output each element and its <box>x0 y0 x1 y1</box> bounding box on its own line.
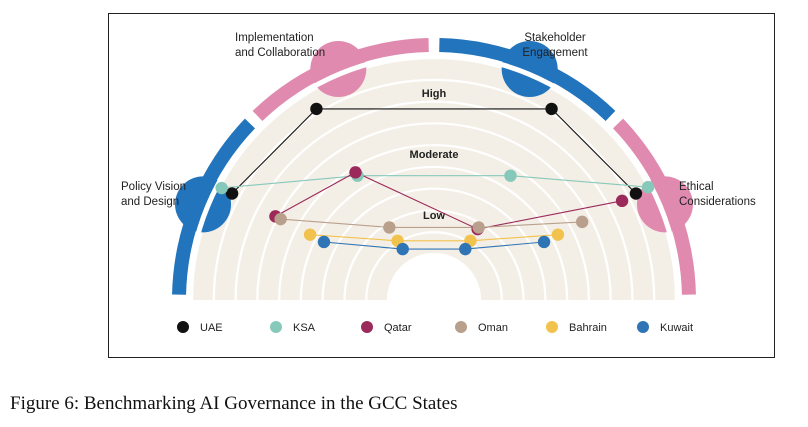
point-kuwait-axis-1 <box>317 235 331 249</box>
point-oman-axis-4 <box>575 215 589 229</box>
axis-label-4: Ethical Considerations <box>679 181 756 208</box>
point-kuwait-axis-3 <box>459 242 472 256</box>
series-line-kuwait <box>323 241 545 250</box>
point-uae-axis-4 <box>629 187 643 200</box>
point-uae-axis-3 <box>545 102 558 116</box>
point-ksa-axis-4 <box>641 180 655 194</box>
level-label-moderate: Moderate <box>410 149 459 161</box>
legend-label-oman: Oman <box>478 322 508 334</box>
level-label-high: High <box>422 88 447 100</box>
grid-ring <box>234 100 634 301</box>
legend-marker-uae <box>177 321 189 333</box>
point-bahrain-axis-1 <box>303 228 317 241</box>
grid-ring <box>212 78 656 301</box>
legend-marker-bahrain <box>546 321 558 333</box>
point-oman-axis-3 <box>472 221 485 234</box>
legend-marker-oman <box>455 321 467 333</box>
point-qatar-axis-4 <box>615 194 629 208</box>
point-qatar-axis-2 <box>349 166 362 179</box>
point-ksa-axis-1 <box>215 181 228 195</box>
level-labels: Low Moderate High <box>410 88 459 222</box>
series-line-ksa <box>221 175 649 189</box>
series-points <box>215 102 655 256</box>
grid-ring <box>365 231 503 301</box>
point-ksa-axis-3 <box>504 169 517 182</box>
legend: UAE KSA Qatar Oman Bahrain Kuwait <box>177 321 693 334</box>
point-oman-axis-1 <box>274 212 287 226</box>
point-oman-axis-2 <box>383 221 396 234</box>
series-lines <box>221 108 649 250</box>
legend-label-qatar: Qatar <box>384 322 412 334</box>
grid-ring <box>321 187 547 301</box>
axis-band-1 <box>172 118 256 295</box>
legend-label-ksa: KSA <box>293 322 316 334</box>
figure-frame: Low Moderate High Policy Vision and Design I… <box>108 13 775 358</box>
axis-label-3: Stakeholder Engagement <box>522 32 588 59</box>
legend-marker-qatar <box>361 321 373 333</box>
axis-band-4 <box>612 118 696 295</box>
chart-inner-hole <box>388 254 480 300</box>
point-kuwait-axis-4 <box>537 235 551 249</box>
axis-label-2: Implementation and Collaboration <box>235 32 325 59</box>
grid-ring <box>343 209 525 301</box>
series-line-oman <box>280 218 583 228</box>
point-uae-axis-1 <box>225 187 239 200</box>
legend-label-uae: UAE <box>200 322 223 334</box>
level-label-low: Low <box>423 210 445 222</box>
radial-chart: Low Moderate High Policy Vision and Design I… <box>121 32 756 334</box>
point-uae-axis-2 <box>310 102 323 116</box>
series-line-qatar <box>275 171 623 230</box>
axis-band-3 <box>439 38 616 122</box>
point-kuwait-axis-2 <box>396 242 409 256</box>
axis-labels: Policy Vision and Design Implementation and… <box>121 32 756 208</box>
legend-marker-ksa <box>270 321 282 333</box>
legend-label-bahrain: Bahrain <box>569 322 607 334</box>
axis-label-1: Policy Vision and Design <box>121 181 186 208</box>
series-line-uae <box>231 108 637 194</box>
axis-band-2 <box>252 38 429 122</box>
legend-label-kuwait: Kuwait <box>660 322 693 334</box>
legend-marker-kuwait <box>637 321 649 333</box>
grid-ring <box>278 144 590 301</box>
grid-ring <box>299 165 569 301</box>
point-bahrain-axis-4 <box>551 228 565 241</box>
series-line-bahrain <box>310 234 558 242</box>
figure-caption: Figure 6: Benchmarking AI Governance in … <box>10 393 458 414</box>
